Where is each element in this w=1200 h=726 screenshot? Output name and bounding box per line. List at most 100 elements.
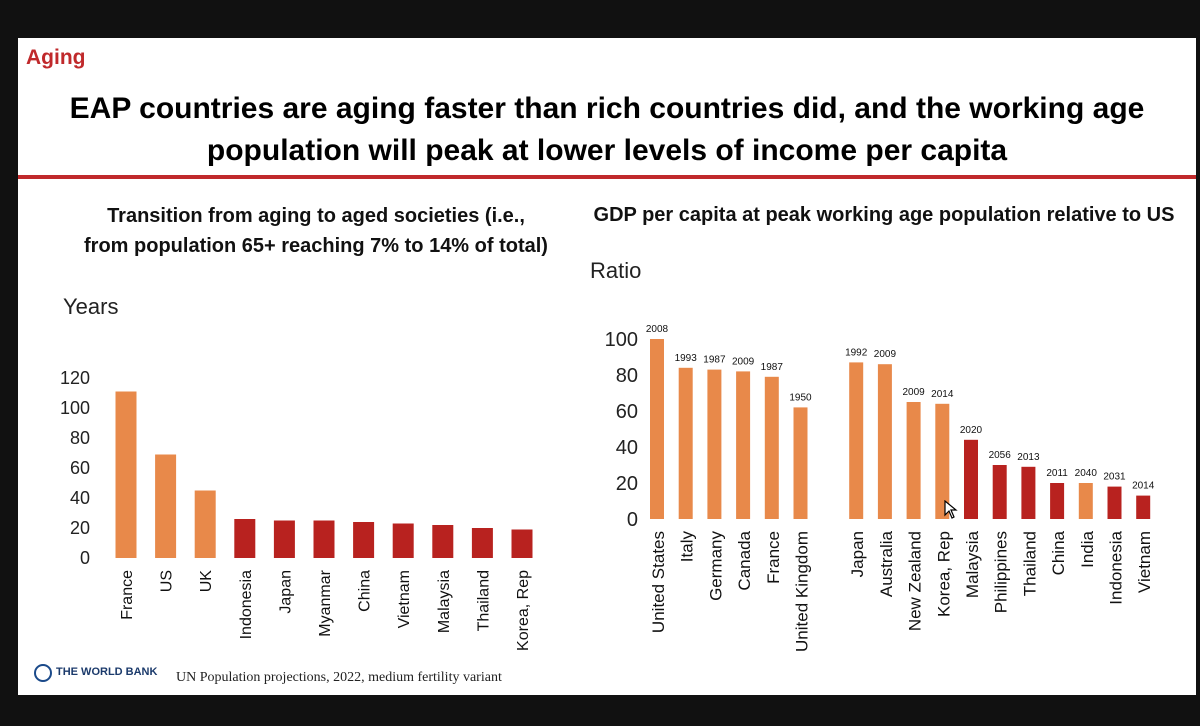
data-label: 2040 (1075, 468, 1098, 479)
data-label: 2009 (902, 387, 925, 398)
y-tick-label: 0 (627, 509, 638, 531)
x-tick-label: Thailand (475, 570, 492, 631)
x-tick-label: France (764, 531, 783, 584)
chart-title: Transition from aging to aged societies … (107, 205, 525, 227)
chart-gdp-peak: GDP per capita at peak working age popul… (590, 204, 1175, 652)
data-label: 2009 (874, 349, 897, 360)
bar-1 (155, 454, 177, 558)
bar-10 (964, 439, 978, 519)
x-tick-label: Myanmar (317, 569, 334, 636)
data-label: 2056 (989, 450, 1012, 461)
x-tick-label: Malaysia (436, 570, 453, 633)
bar-3 (234, 519, 256, 558)
y-tick-label: 60 (70, 458, 90, 478)
y-tick-label: 20 (70, 518, 90, 538)
bar-2 (194, 490, 216, 558)
slide-title: EAP countries are aging faster than rich… (69, 92, 1145, 167)
x-tick-label: China (1049, 530, 1068, 575)
data-label: 1987 (703, 355, 726, 366)
x-tick-label: New Zealand (906, 531, 925, 631)
slide: Aging EAP countries are aging faster tha… (18, 38, 1196, 695)
y-tick-label: 80 (616, 365, 638, 387)
mouse-cursor-icon (944, 500, 958, 519)
y-axis-label: Ratio (590, 258, 641, 283)
data-label: 2031 (1103, 472, 1126, 483)
x-tick-label: Indonesia (1107, 530, 1126, 604)
y-tick-label: 40 (616, 437, 638, 459)
bar-3 (736, 371, 751, 519)
x-tick-label: Australia (877, 530, 896, 597)
y-tick-label: 120 (60, 368, 90, 388)
data-label: 2014 (1132, 481, 1155, 492)
bar-0 (650, 339, 664, 519)
bar-14 (1078, 483, 1093, 519)
x-tick-label: UK (198, 570, 215, 593)
bar-6 (849, 362, 864, 519)
chart-title: from population 65+ reaching 7% to 14% o… (84, 235, 548, 257)
x-tick-label: Canada (735, 530, 754, 590)
bar-12 (1021, 466, 1036, 519)
x-tick-label: Korea, Rep (934, 531, 953, 617)
x-tick-label: Philippines (992, 531, 1011, 613)
bar-15 (1107, 486, 1122, 519)
y-tick-label: 80 (70, 428, 90, 448)
x-tick-label: Vietnam (396, 570, 413, 628)
x-tick-label: Germany (706, 531, 725, 601)
source-note: UN Population projections, 2022, medium … (176, 670, 502, 685)
bar-10 (511, 529, 533, 558)
bar-6 (353, 522, 375, 558)
x-tick-label: Indonesia (238, 570, 255, 639)
data-label: 2011 (1046, 468, 1068, 479)
x-tick-label: United States (649, 531, 668, 633)
bar-8 (432, 525, 454, 558)
y-tick-label: 0 (80, 548, 90, 568)
y-tick-label: 40 (70, 488, 90, 508)
x-tick-label: France (119, 570, 136, 620)
bar-7 (392, 523, 414, 558)
chart-aging-transition: Transition from aging to aged societies … (60, 205, 548, 651)
x-tick-label: US (159, 570, 176, 592)
data-label: 2014 (931, 389, 954, 400)
bar-8 (906, 402, 921, 519)
bar-7 (877, 364, 892, 519)
y-tick-label: 20 (616, 473, 638, 495)
bar-5 (313, 520, 335, 558)
y-tick-label: 100 (605, 329, 638, 351)
data-label: 2008 (646, 324, 669, 335)
section-tag: Aging (26, 46, 86, 69)
x-tick-label: Thailand (1020, 531, 1039, 596)
bar-5 (793, 407, 808, 519)
bar-16 (1136, 495, 1151, 519)
chart-title: GDP per capita at peak working age popul… (594, 204, 1175, 226)
x-tick-label: China (357, 570, 374, 612)
x-tick-label: United Kingdom (793, 531, 812, 652)
x-tick-label: Japan (277, 570, 294, 614)
x-tick-label: India (1078, 530, 1097, 567)
bar-13 (1050, 483, 1065, 519)
data-label: 1950 (789, 392, 812, 403)
data-label: 2013 (1017, 452, 1040, 463)
bar-9 (471, 528, 493, 558)
y-tick-label: 60 (616, 401, 638, 423)
title-rule (18, 175, 1196, 179)
world-bank-globe-icon (34, 664, 52, 682)
x-tick-label: Vietnam (1135, 531, 1154, 593)
bar-0 (115, 391, 137, 558)
y-axis-label: Years (63, 294, 118, 319)
bar-4 (273, 520, 295, 558)
data-label: 1987 (761, 362, 784, 373)
x-tick-label: Malaysia (963, 530, 982, 598)
data-label: 2020 (960, 425, 983, 436)
bar-9 (935, 403, 950, 519)
x-tick-label: Japan (848, 531, 867, 577)
world-bank-logo: THE WORLD BANK (56, 666, 158, 678)
bar-2 (707, 369, 722, 519)
data-label: 2009 (732, 356, 755, 367)
y-tick-label: 100 (60, 398, 90, 418)
bar-11 (992, 465, 1007, 519)
bar-4 (764, 376, 779, 519)
bar-1 (678, 367, 693, 519)
data-label: 1992 (845, 347, 868, 358)
data-label: 1993 (675, 353, 698, 364)
x-tick-label: Korea, Rep (515, 570, 532, 651)
